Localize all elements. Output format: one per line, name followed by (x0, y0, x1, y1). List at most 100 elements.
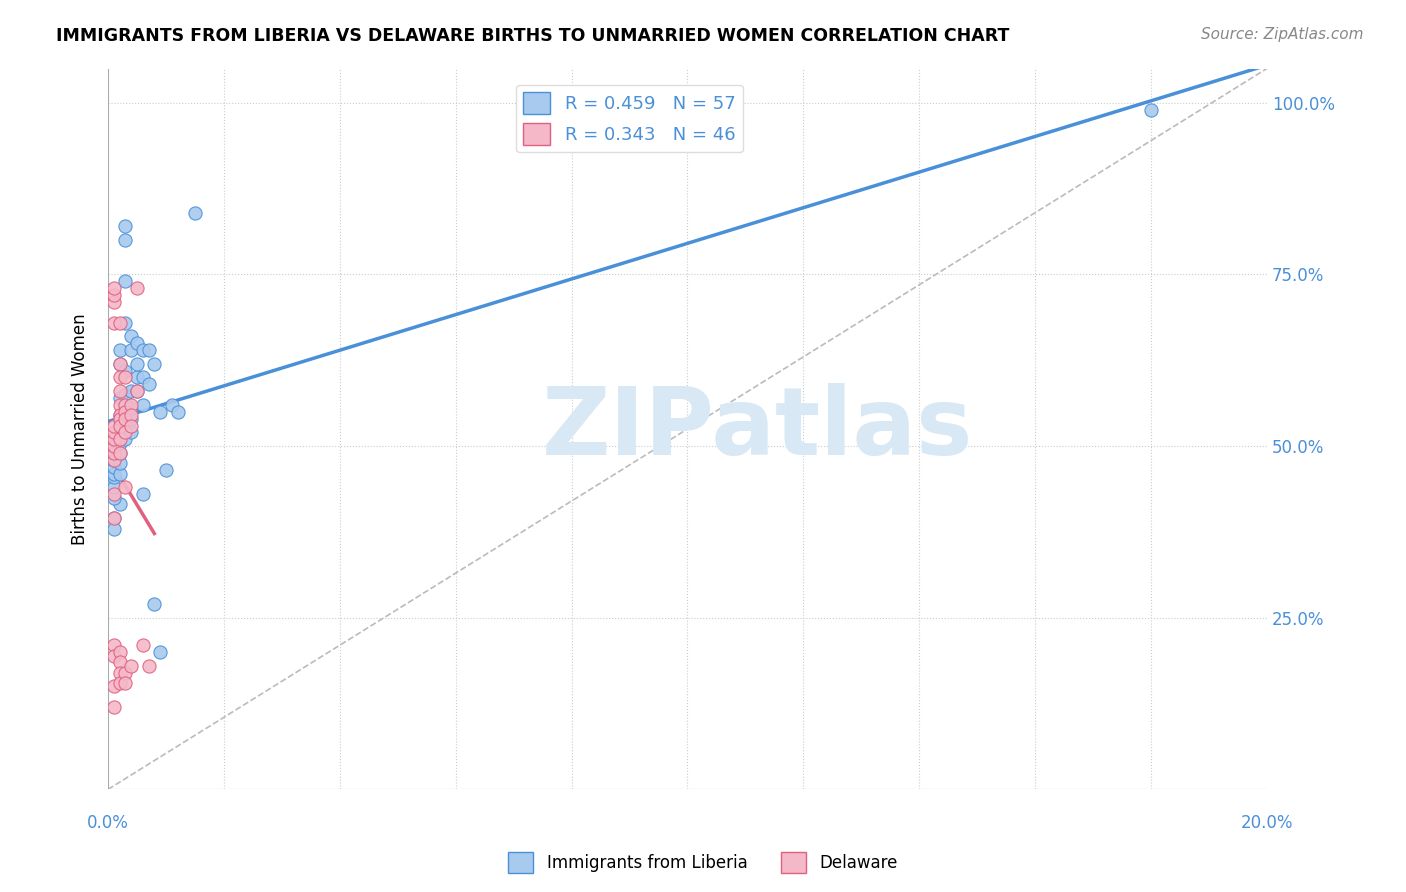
Point (108, 415, 131, 429)
Point (120, 658, 142, 673)
Point (132, 638, 155, 652)
Point (132, 343, 155, 357)
Point (114, 398, 136, 412)
Point (114, 411, 136, 425)
Point (108, 456, 131, 470)
Point (103, 522, 125, 536)
Legend: Immigrants from Liberia, Delaware: Immigrants from Liberia, Delaware (502, 846, 904, 880)
Point (108, 446, 131, 460)
Point (103, 453, 125, 467)
Point (103, 425, 125, 440)
Point (108, 391, 131, 405)
Point (108, 446, 131, 460)
Point (103, 295, 125, 310)
Y-axis label: Births to Unmarried Women: Births to Unmarried Women (72, 313, 89, 545)
Point (108, 357, 131, 371)
Point (120, 418, 142, 433)
Point (108, 357, 131, 371)
Point (103, 511, 125, 525)
Point (108, 467, 131, 481)
Point (108, 665, 131, 680)
Point (120, 329, 142, 343)
Point (103, 446, 125, 460)
Point (125, 370, 148, 384)
Point (108, 425, 131, 440)
Point (132, 370, 155, 384)
Point (103, 638, 125, 652)
Point (125, 281, 148, 295)
Point (103, 439, 125, 453)
Point (103, 487, 125, 501)
Point (108, 411, 131, 425)
Point (108, 343, 131, 357)
Point (114, 676, 136, 690)
Point (125, 336, 148, 351)
Point (108, 656, 131, 670)
Point (103, 459, 125, 474)
Point (114, 425, 136, 440)
Point (120, 425, 142, 440)
Point (114, 387, 136, 401)
Legend: R = 0.459   N = 57, R = 0.343   N = 46: R = 0.459 N = 57, R = 0.343 N = 46 (516, 85, 742, 153)
Point (103, 288, 125, 302)
Point (108, 418, 131, 433)
Point (114, 274, 136, 288)
Point (103, 432, 125, 446)
Point (103, 470, 125, 484)
Point (108, 498, 131, 512)
Point (114, 432, 136, 446)
Point (132, 398, 155, 412)
Text: 0.0%: 0.0% (87, 814, 129, 832)
Point (103, 418, 125, 433)
Text: ZIPatlas: ZIPatlas (541, 383, 973, 475)
Point (103, 281, 125, 295)
Point (149, 405, 172, 419)
Point (103, 439, 125, 453)
Text: 20.0%: 20.0% (1240, 814, 1294, 832)
Point (108, 398, 131, 412)
Point (108, 409, 131, 423)
Point (114, 405, 136, 419)
Point (132, 487, 155, 501)
Point (1140, 103, 1163, 117)
Point (103, 446, 125, 460)
Point (138, 343, 160, 357)
Point (103, 511, 125, 525)
Text: IMMIGRANTS FROM LIBERIA VS DELAWARE BIRTHS TO UNMARRIED WOMEN CORRELATION CHART: IMMIGRANTS FROM LIBERIA VS DELAWARE BIRT… (56, 27, 1010, 45)
Point (103, 491, 125, 505)
Point (143, 357, 166, 371)
Point (120, 343, 142, 357)
Point (114, 409, 136, 423)
Point (120, 411, 142, 425)
Point (114, 665, 136, 680)
Point (108, 316, 131, 330)
Point (114, 370, 136, 384)
Point (108, 676, 131, 690)
Point (114, 316, 136, 330)
Point (125, 384, 148, 399)
Point (108, 384, 131, 399)
Point (103, 453, 125, 467)
Text: Source: ZipAtlas.com: Source: ZipAtlas.com (1201, 27, 1364, 42)
Point (149, 645, 172, 659)
Point (120, 409, 142, 423)
Point (108, 370, 131, 384)
Point (184, 205, 207, 219)
Point (125, 357, 148, 371)
Point (166, 405, 188, 419)
Point (114, 480, 136, 494)
Point (103, 700, 125, 714)
Point (120, 401, 142, 416)
Point (103, 680, 125, 694)
Point (108, 435, 131, 450)
Point (103, 480, 125, 494)
Point (114, 398, 136, 412)
Point (114, 233, 136, 247)
Point (108, 645, 131, 659)
Point (138, 658, 160, 673)
Point (103, 467, 125, 481)
Point (138, 377, 160, 392)
Point (120, 398, 142, 412)
Point (155, 463, 177, 477)
Point (103, 432, 125, 446)
